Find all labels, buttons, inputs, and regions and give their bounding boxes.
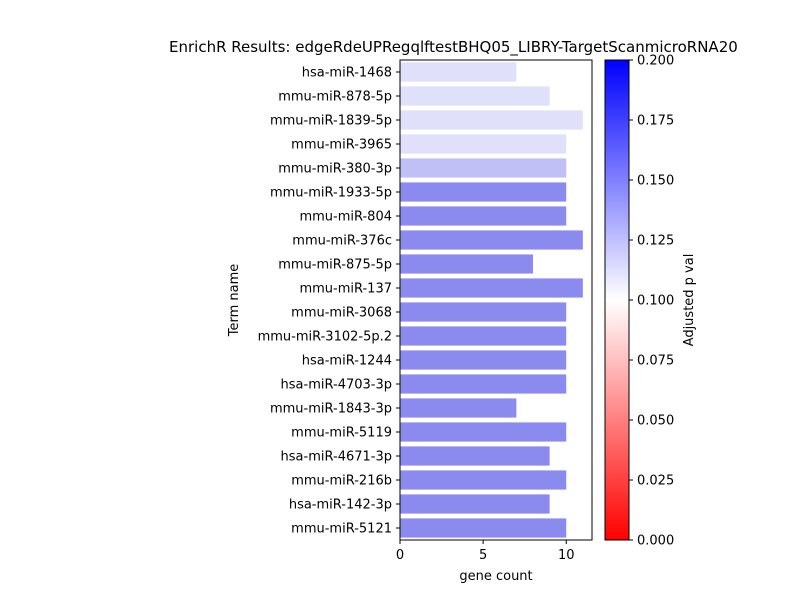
y-tick-label: hsa-miR-4671-3p — [281, 450, 392, 465]
chart-title: EnrichR Results: edgeRdeUPRegqlftestBHQ0… — [169, 38, 738, 57]
bar — [400, 446, 550, 466]
colorbar-tick-label: 0.125 — [637, 234, 674, 249]
colorbar-tick-label: 0.025 — [637, 474, 674, 489]
y-tick-label: mmu-miR-1839-5p — [270, 114, 392, 129]
bars-layer — [400, 62, 583, 538]
bar — [400, 158, 567, 178]
y-tick-label: hsa-miR-1468 — [302, 66, 392, 81]
y-tick-label: mmu-miR-1843-3p — [270, 402, 392, 417]
plot-frame — [399, 59, 593, 541]
colorbar-tick-label: 0.100 — [637, 294, 674, 309]
colorbar-tick-label: 0.000 — [637, 534, 674, 549]
bar — [400, 302, 567, 322]
y-tick-label: mmu-miR-3965 — [291, 138, 392, 153]
y-axis-label: Term name — [227, 264, 242, 338]
y-tick-label: mmu-miR-137 — [299, 282, 392, 297]
bar — [400, 374, 567, 394]
y-tick-label: hsa-miR-4703-3p — [281, 378, 392, 393]
bar — [400, 470, 567, 490]
y-tick-label: mmu-miR-875-5p — [278, 258, 392, 273]
y-tick-label: mmu-miR-1933-5p — [270, 186, 392, 201]
y-tick-label: mmu-miR-216b — [291, 474, 392, 489]
bar — [400, 182, 567, 202]
y-tick-label: mmu-miR-380-3p — [278, 162, 392, 177]
y-tick-layer: hsa-miR-1468 mmu-miR-878-5p mmu-miR-1839-5… — [258, 66, 400, 537]
colorbar-tick-label: 0.200 — [637, 54, 674, 69]
bar — [400, 86, 550, 106]
bar — [400, 350, 567, 370]
bar — [400, 494, 550, 514]
bar — [400, 422, 567, 442]
y-tick-label: mmu-miR-3068 — [291, 306, 392, 321]
bar — [400, 518, 567, 538]
bar — [400, 326, 567, 346]
x-tick-layer: 0 5 10 — [396, 540, 575, 563]
colorbar-tick-label: 0.150 — [637, 174, 674, 189]
colorbar-tick-label: 0.050 — [637, 414, 674, 429]
bar — [400, 398, 517, 418]
bar — [400, 278, 583, 298]
y-tick-label: mmu-miR-804 — [299, 210, 392, 225]
x-tick-label: 0 — [396, 548, 404, 563]
x-tick-label: 5 — [479, 548, 487, 563]
y-tick-label: mmu-miR-878-5p — [278, 90, 392, 105]
bar — [400, 230, 583, 250]
y-tick-label: mmu-miR-3102-5p.2 — [258, 330, 392, 345]
bar — [400, 134, 567, 154]
colorbar — [604, 59, 630, 541]
bar — [400, 62, 517, 82]
bar — [400, 110, 583, 130]
y-tick-label: mmu-miR-376c — [292, 234, 392, 249]
x-axis-label: gene count — [459, 569, 532, 584]
colorbar-tick-label: 0.075 — [637, 354, 674, 369]
colorbar-label: Adjusted p val — [682, 254, 697, 347]
y-tick-label: mmu-miR-5119 — [291, 426, 392, 441]
colorbar-tick-layer: 0.000 0.025 0.050 0.075 0.100 0.125 0.150 0.175… — [629, 54, 674, 549]
x-tick-label: 10 — [558, 548, 575, 563]
bar — [400, 206, 567, 226]
y-tick-label: hsa-miR-1244 — [302, 354, 392, 369]
y-tick-label: mmu-miR-5121 — [291, 522, 392, 537]
bar — [400, 254, 533, 274]
y-tick-label: hsa-miR-142-3p — [289, 498, 392, 513]
colorbar-tick-label: 0.175 — [637, 114, 674, 129]
